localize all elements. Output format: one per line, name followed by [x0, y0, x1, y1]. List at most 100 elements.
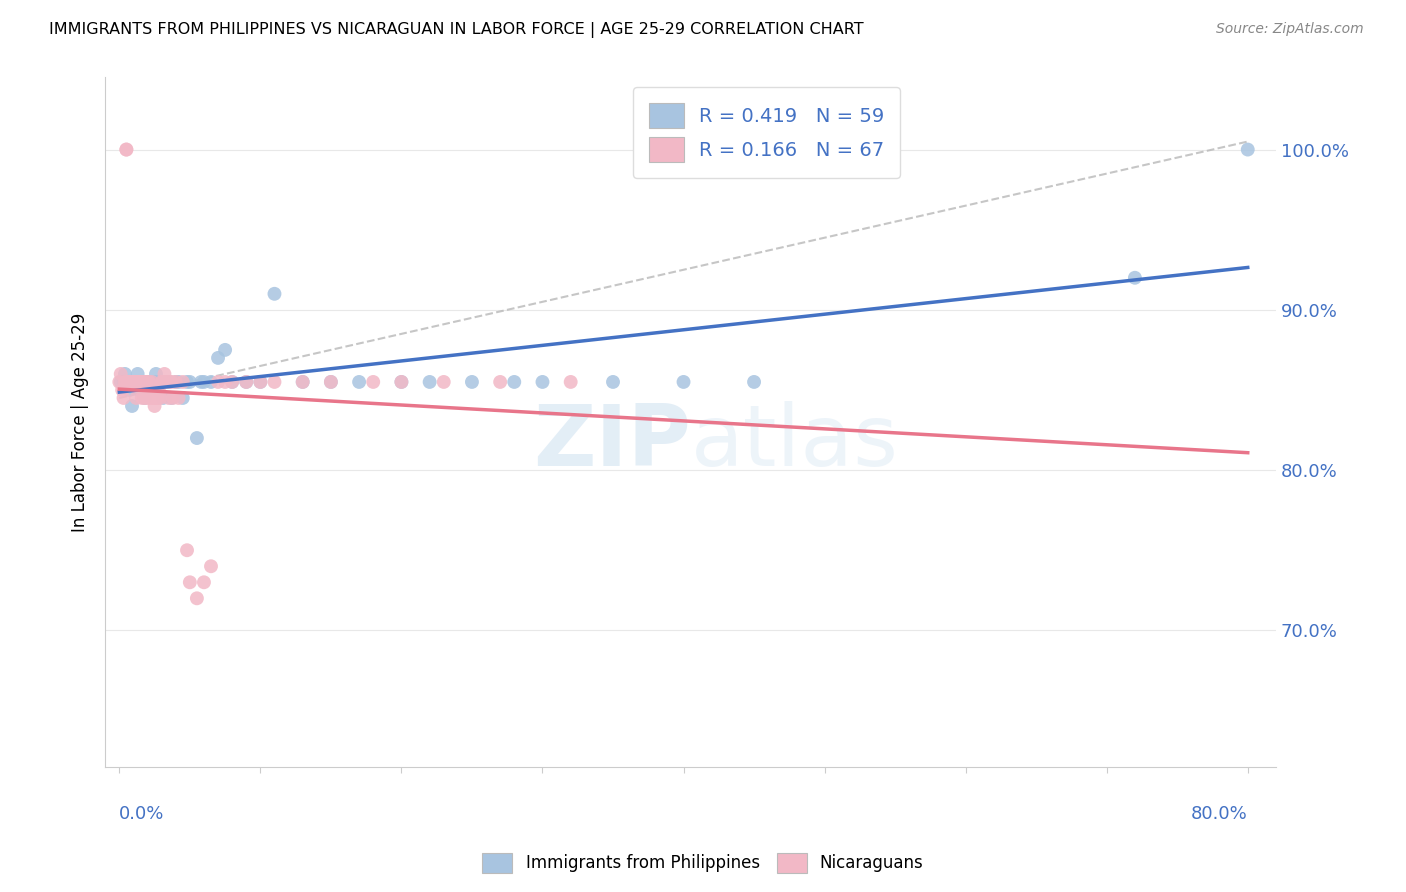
Y-axis label: In Labor Force | Age 25-29: In Labor Force | Age 25-29: [72, 312, 89, 532]
Point: [162, 391, 184, 405]
Text: Source: ZipAtlas.com: Source: ZipAtlas.com: [1216, 22, 1364, 37]
Point: [157, 375, 180, 389]
Point: [347, 375, 370, 389]
Point: [128, 375, 150, 389]
Point: [135, 375, 157, 389]
Point: [129, 375, 152, 389]
Point: [176, 375, 198, 389]
Point: [120, 375, 142, 389]
Point: [159, 375, 181, 389]
Point: [361, 375, 384, 389]
Point: [138, 375, 160, 389]
Legend: Immigrants from Philippines, Nicaraguans: Immigrants from Philippines, Nicaraguans: [475, 847, 931, 880]
Point: [122, 375, 145, 389]
Point: [129, 375, 152, 389]
Point: [214, 343, 236, 357]
Point: [131, 391, 153, 405]
Point: [125, 391, 148, 405]
Point: [115, 143, 138, 157]
Point: [149, 391, 172, 405]
Point: [141, 375, 163, 389]
Point: [155, 375, 177, 389]
Point: [145, 367, 167, 381]
Point: [136, 391, 159, 405]
Point: [125, 375, 148, 389]
Point: [179, 575, 201, 590]
Legend: R = 0.419   N = 59, R = 0.166   N = 67: R = 0.419 N = 59, R = 0.166 N = 67: [633, 87, 900, 178]
Point: [127, 367, 149, 381]
Point: [139, 391, 162, 405]
Point: [148, 375, 170, 389]
Point: [132, 375, 155, 389]
Point: [602, 375, 624, 389]
Point: [319, 375, 342, 389]
Point: [121, 399, 143, 413]
Point: [131, 375, 153, 389]
Point: [391, 375, 413, 389]
Text: ZIP: ZIP: [533, 401, 690, 484]
Point: [129, 375, 152, 389]
Point: [291, 375, 314, 389]
Point: [138, 375, 160, 389]
Point: [150, 375, 173, 389]
Point: [141, 375, 163, 389]
Point: [419, 375, 441, 389]
Point: [117, 375, 139, 389]
Point: [115, 143, 138, 157]
Point: [112, 375, 135, 389]
Point: [160, 391, 183, 405]
Point: [1123, 270, 1146, 285]
Point: [153, 367, 176, 381]
Point: [118, 383, 141, 397]
Point: [186, 431, 208, 445]
Point: [160, 375, 183, 389]
Point: [143, 375, 166, 389]
Point: [172, 375, 194, 389]
Text: 80.0%: 80.0%: [1191, 805, 1247, 823]
Point: [136, 383, 159, 397]
Point: [157, 391, 180, 405]
Point: [132, 375, 155, 389]
Text: atlas: atlas: [690, 401, 898, 484]
Point: [122, 375, 145, 389]
Point: [111, 383, 134, 397]
Text: 0.0%: 0.0%: [120, 805, 165, 823]
Point: [207, 351, 229, 365]
Point: [167, 375, 190, 389]
Point: [207, 375, 229, 389]
Point: [121, 375, 143, 389]
Point: [531, 375, 554, 389]
Point: [193, 575, 215, 590]
Point: [114, 375, 136, 389]
Point: [742, 375, 765, 389]
Point: [152, 391, 174, 405]
Point: [139, 375, 162, 389]
Point: [319, 375, 342, 389]
Point: [263, 286, 285, 301]
Point: [146, 391, 169, 405]
Point: [124, 375, 146, 389]
Point: [148, 383, 170, 397]
Point: [172, 391, 194, 405]
Point: [135, 375, 157, 389]
Point: [235, 375, 257, 389]
Point: [155, 375, 177, 389]
Point: [117, 375, 139, 389]
Point: [134, 391, 156, 405]
Point: [461, 375, 484, 389]
Point: [179, 375, 201, 389]
Point: [186, 591, 208, 606]
Point: [132, 375, 155, 389]
Point: [221, 375, 243, 389]
Point: [135, 375, 157, 389]
Point: [1236, 143, 1258, 157]
Point: [165, 375, 187, 389]
Point: [214, 375, 236, 389]
Point: [489, 375, 512, 389]
Point: [672, 375, 695, 389]
Point: [115, 375, 138, 389]
Point: [127, 375, 149, 389]
Point: [190, 375, 212, 389]
Point: [146, 383, 169, 397]
Point: [128, 383, 150, 397]
